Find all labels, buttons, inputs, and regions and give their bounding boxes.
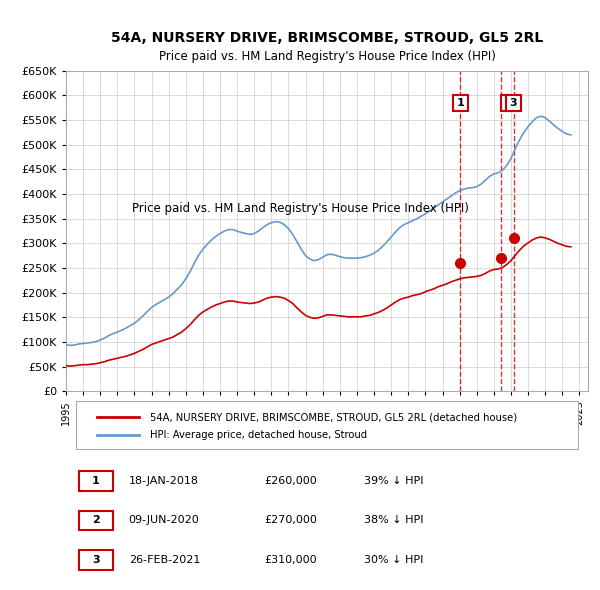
Text: £260,000: £260,000 <box>265 476 317 486</box>
Text: £310,000: £310,000 <box>265 555 317 565</box>
FancyBboxPatch shape <box>79 471 113 491</box>
Text: 18-JAN-2018: 18-JAN-2018 <box>128 476 199 486</box>
Text: 2: 2 <box>505 98 512 108</box>
Text: £270,000: £270,000 <box>265 516 317 526</box>
Text: 39% ↓ HPI: 39% ↓ HPI <box>364 476 423 486</box>
Text: 3: 3 <box>92 555 100 565</box>
FancyBboxPatch shape <box>76 401 578 449</box>
FancyBboxPatch shape <box>79 550 113 570</box>
Text: 2: 2 <box>92 516 100 526</box>
Text: 09-JUN-2020: 09-JUN-2020 <box>128 516 199 526</box>
Text: 1: 1 <box>92 476 100 486</box>
Text: 1: 1 <box>457 98 464 108</box>
Text: 38% ↓ HPI: 38% ↓ HPI <box>364 516 423 526</box>
FancyBboxPatch shape <box>79 510 113 530</box>
Text: HPI: Average price, detached house, Stroud: HPI: Average price, detached house, Stro… <box>149 430 367 440</box>
Text: 26-FEB-2021: 26-FEB-2021 <box>128 555 200 565</box>
Text: 54A, NURSERY DRIVE, BRIMSCOMBE, STROUD, GL5 2RL: 54A, NURSERY DRIVE, BRIMSCOMBE, STROUD, … <box>111 31 543 45</box>
Text: 3: 3 <box>510 98 517 108</box>
Text: Price paid vs. HM Land Registry's House Price Index (HPI): Price paid vs. HM Land Registry's House … <box>131 202 469 215</box>
Text: 30% ↓ HPI: 30% ↓ HPI <box>364 555 423 565</box>
Text: 54A, NURSERY DRIVE, BRIMSCOMBE, STROUD, GL5 2RL (detached house): 54A, NURSERY DRIVE, BRIMSCOMBE, STROUD, … <box>149 412 517 422</box>
Text: Price paid vs. HM Land Registry's House Price Index (HPI): Price paid vs. HM Land Registry's House … <box>158 50 496 63</box>
